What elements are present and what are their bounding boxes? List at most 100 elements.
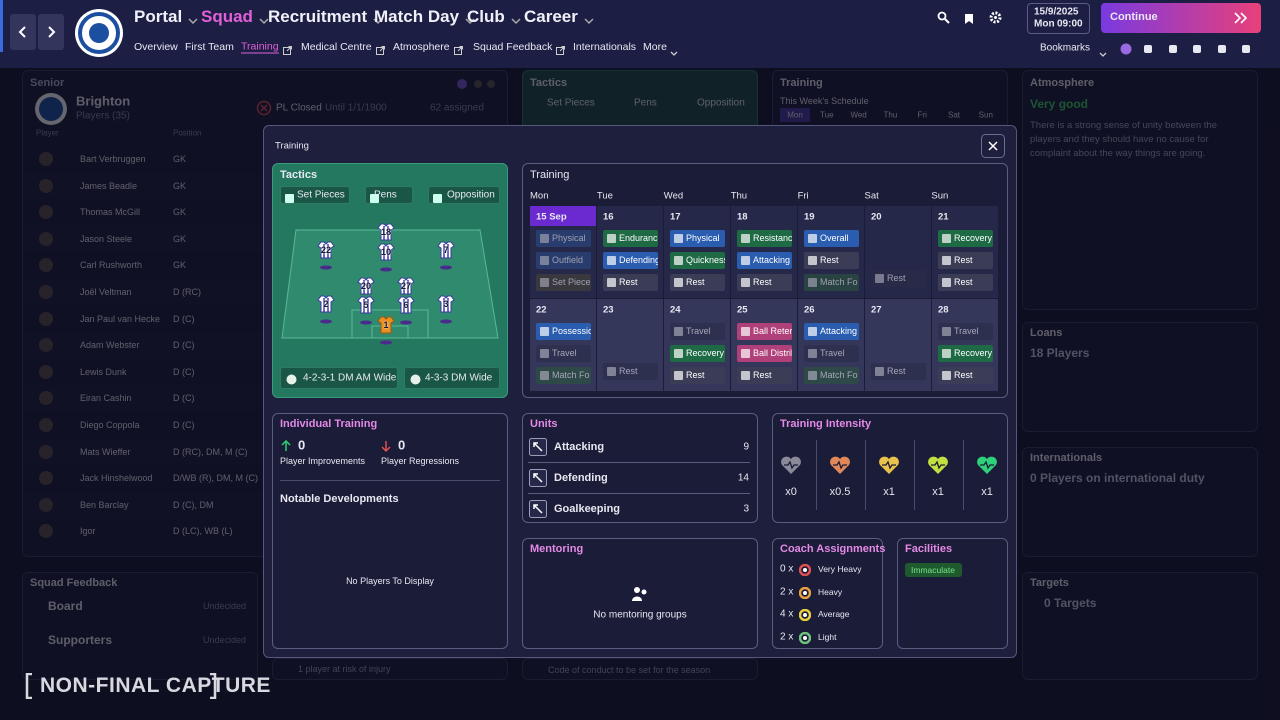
back-button[interactable] (10, 14, 36, 50)
sub-nav-item[interactable]: Internationals (573, 41, 637, 53)
training-session[interactable]: Possessio (536, 323, 591, 340)
training-session[interactable]: Rest (670, 274, 725, 291)
training-session[interactable]: Attacking (737, 252, 792, 269)
bookmarks[interactable]: Bookmarks (1040, 42, 1091, 54)
formation-label[interactable]: 4-2-3-1 DM AM Wide (303, 372, 397, 384)
training-session[interactable]: Overall (804, 230, 859, 247)
icon-part (741, 327, 750, 336)
training-session[interactable]: Rest (938, 367, 993, 384)
player-shirt (317, 241, 335, 259)
icon-part (937, 11, 947, 21)
training-session[interactable]: Rest (804, 252, 859, 269)
training-session[interactable]: Rest (737, 367, 792, 384)
sub-nav-item[interactable]: Overview (134, 41, 178, 53)
training-session[interactable]: Match Fo (804, 274, 859, 291)
icon-part (259, 18, 269, 25)
icon-part (942, 278, 951, 287)
training-session[interactable]: Resistanc (737, 230, 792, 247)
sub-nav-item[interactable]: More (643, 41, 667, 53)
continue-button[interactable] (1101, 3, 1261, 33)
training-session[interactable]: Travel (804, 345, 859, 362)
training-session[interactable]: Rest (603, 274, 658, 291)
sub-nav-item[interactable]: Medical Centre (301, 41, 372, 53)
training-session[interactable]: Quickness (670, 252, 725, 269)
player-shirt (377, 223, 395, 241)
training-session[interactable]: Match Fo (536, 367, 591, 384)
training-session[interactable]: Travel (938, 323, 993, 340)
icon-part (988, 141, 998, 151)
sub-nav-item[interactable]: Squad Feedback (473, 41, 553, 53)
session-icon (808, 371, 817, 380)
training-session[interactable]: Rest (871, 270, 926, 287)
tactics-button-label[interactable]: Opposition (447, 189, 495, 201)
unit-label[interactable]: Defending (554, 472, 608, 484)
training-session[interactable]: Match Fo (804, 367, 859, 384)
training-session[interactable]: Outfield (536, 252, 591, 269)
training-session[interactable]: Defending (603, 252, 658, 269)
training-session[interactable]: Rest (670, 367, 725, 384)
training-session[interactable]: Recovery (938, 345, 993, 362)
settings-icon[interactable] (989, 11, 1002, 24)
training-session[interactable]: Rest (938, 252, 993, 269)
formation-icon (410, 372, 421, 385)
day: Mon (1034, 18, 1055, 30)
formation-label[interactable]: 4-3-3 DM Wide (425, 372, 493, 384)
icon-part (38, 14, 64, 50)
training-session[interactable]: Ball Reter (737, 323, 792, 340)
icon-part (931, 460, 945, 470)
tactics-button[interactable] (428, 186, 500, 204)
toolbar-icon[interactable] (1240, 42, 1252, 54)
nav-item[interactable]: Squad (201, 7, 253, 26)
icon-part (370, 194, 379, 203)
toolbar-icon[interactable] (1216, 42, 1228, 54)
sub-nav-item[interactable]: Atmosphere (393, 41, 450, 53)
search-icon[interactable] (937, 11, 950, 24)
training-session[interactable]: Recovery (670, 345, 725, 362)
training-session[interactable]: Rest (737, 274, 792, 291)
continue-arrows[interactable] (1234, 11, 1248, 24)
training-session[interactable]: Set Piece (536, 274, 591, 291)
training-session[interactable]: Physical (670, 230, 725, 247)
unit-label[interactable]: Attacking (554, 441, 605, 453)
training-session[interactable]: Ball Distrib (737, 345, 792, 362)
sub-nav-item[interactable]: First Team (185, 41, 234, 53)
sub-nav-item[interactable]: Training (241, 40, 279, 54)
toolbar-icon[interactable] (1142, 42, 1154, 54)
panel-title: Mentoring (530, 543, 584, 555)
close-button[interactable] (981, 134, 1005, 158)
training-session[interactable]: Travel (536, 345, 591, 362)
training-session[interactable]: Recovery (938, 230, 993, 247)
tactics-button[interactable] (280, 186, 350, 204)
formation-button[interactable] (404, 367, 500, 389)
nav-item[interactable]: Career (524, 7, 578, 26)
training-session[interactable]: Rest (938, 274, 993, 291)
formation-button[interactable] (280, 367, 398, 389)
session-icon (674, 371, 683, 380)
nav-item[interactable]: Match Day (374, 7, 460, 26)
training-session[interactable]: Travel (670, 323, 725, 340)
training-session[interactable]: Enduranc (603, 230, 658, 247)
icon-part (440, 319, 452, 324)
player-base (399, 312, 413, 325)
nav-item[interactable]: Portal (134, 7, 183, 26)
training-session[interactable]: Physical (536, 230, 591, 247)
tactics-button-label[interactable]: Pens (374, 189, 397, 201)
tactics-button-label[interactable]: Set Pieces (297, 189, 345, 201)
toolbar-icon[interactable] (1120, 42, 1132, 55)
icon-part (78, 12, 120, 54)
unit-label[interactable]: Goalkeeping (554, 503, 621, 515)
icon-part (989, 11, 1002, 24)
toolbar-icon[interactable] (1191, 42, 1203, 54)
nav-item[interactable]: Recruitment (268, 7, 368, 26)
training-session[interactable]: Rest (603, 363, 658, 380)
bookmark-icon[interactable] (964, 12, 974, 24)
player-number: 1 (383, 320, 389, 330)
forward-button[interactable] (38, 14, 64, 50)
toolbar-icon[interactable] (1167, 42, 1179, 54)
icon-part (323, 298, 329, 312)
icon-part (357, 296, 375, 314)
training-session[interactable]: Attacking (804, 323, 859, 340)
training-session[interactable]: Rest (871, 363, 926, 380)
icon-part (798, 631, 812, 644)
nav-item[interactable]: Club (467, 7, 505, 26)
